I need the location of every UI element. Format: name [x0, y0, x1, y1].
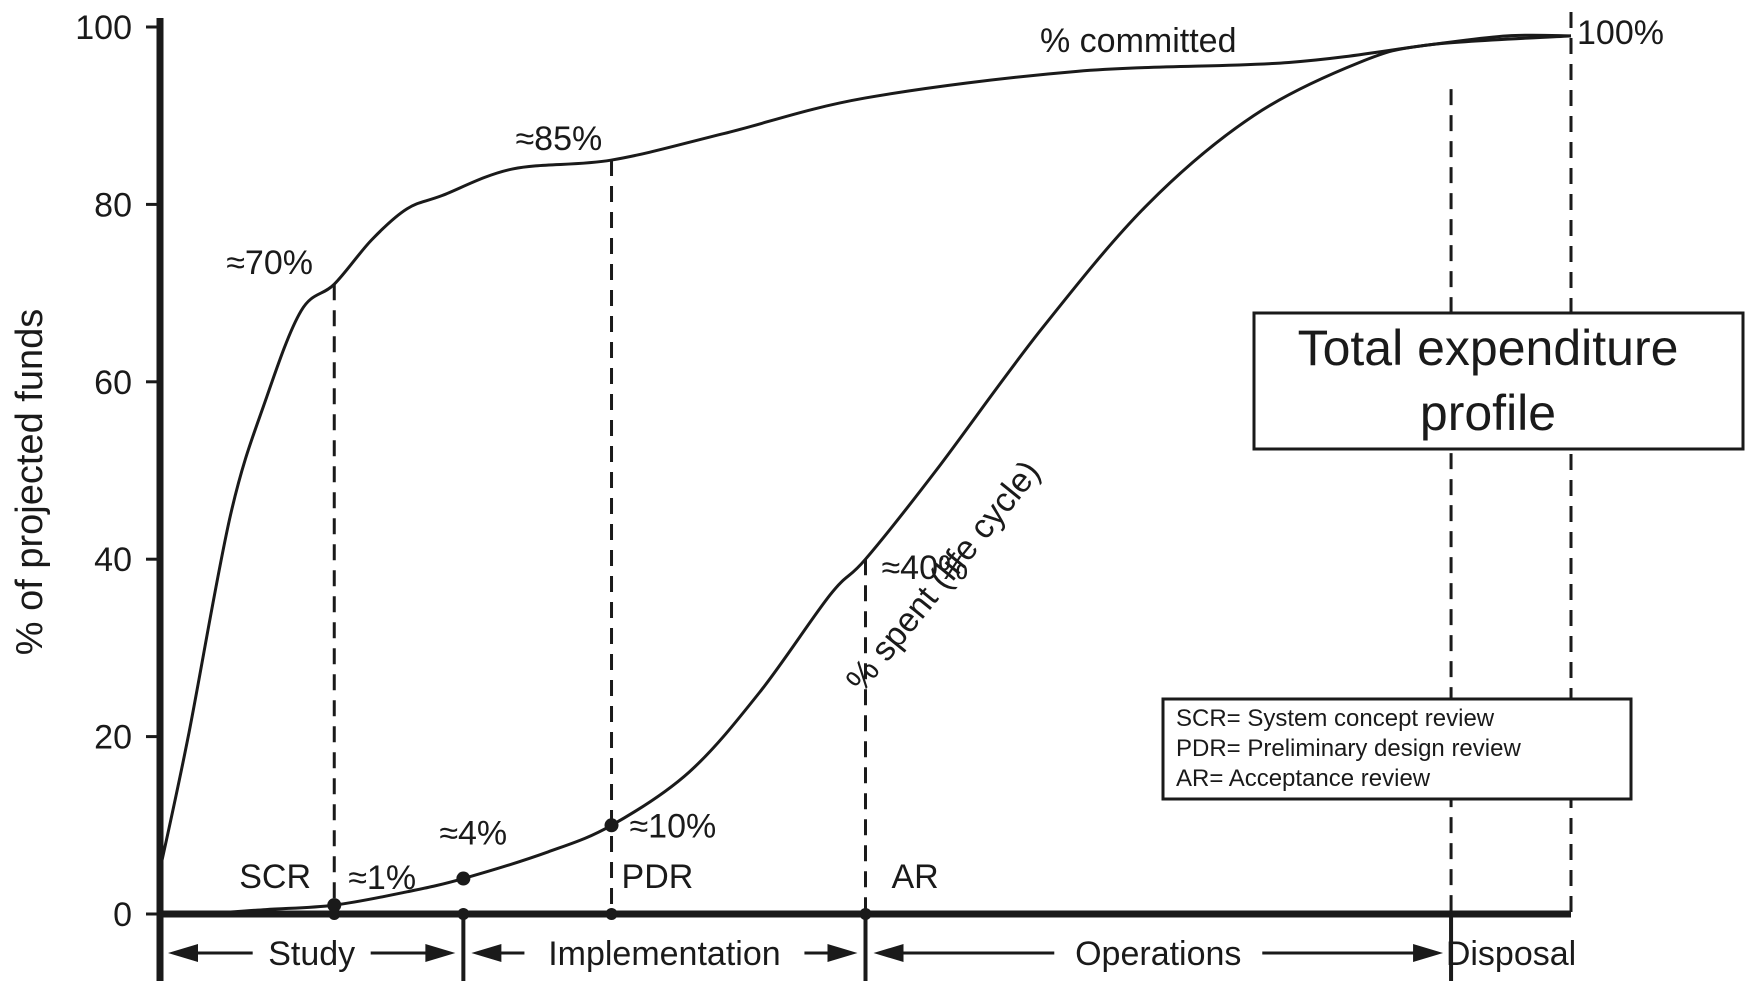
percent-annotation: ≈4% [439, 815, 507, 853]
legend-box: SCR= System concept review PDR= Prelimin… [1161, 697, 1633, 801]
percent-annotation: ≈85% [516, 120, 603, 158]
percent-annotation: ≈70% [226, 244, 313, 282]
legend-frame [1161, 697, 1633, 801]
phase-arrow-head [471, 944, 502, 962]
legend-entry-pdr: PDR= Preliminary design review [1176, 735, 1521, 762]
phase-label: Study [268, 935, 355, 973]
spent-marker-point [327, 898, 342, 913]
y-tick-label: 80 [94, 186, 132, 224]
percent-annotation: ≈10% [630, 807, 717, 845]
review-label: PDR [622, 858, 694, 896]
phase-arrow-head [1413, 944, 1444, 962]
y-tick-label: 20 [94, 719, 132, 757]
guide-lines [332, 12, 1573, 914]
phase-arrow-head [168, 944, 198, 962]
labels: % committed% spent (life cycle)≈70%≈85%1… [168, 14, 1664, 973]
axes: 0 20 40 60 80 100 [75, 9, 1571, 981]
y-axis-label: % of projected funds [9, 309, 51, 655]
legend-entry-scr: SCR= System concept review [1176, 705, 1495, 732]
title-box-frame [1252, 311, 1745, 451]
review-label: AR [892, 858, 939, 896]
committed-series-label: % committed [1040, 22, 1237, 60]
spent-marker-point [604, 818, 619, 833]
y-tick-label: 0 [113, 896, 132, 934]
phase-arrow-head [827, 944, 858, 962]
percent-annotation: ≈40% [882, 549, 969, 587]
committed-curve [158, 33, 1572, 870]
spent-marker-point [456, 871, 471, 886]
review-points [327, 818, 872, 920]
phase-label: Implementation [548, 935, 780, 973]
legend-entry-ar: AR= Acceptance review [1176, 765, 1431, 792]
title-box: Total expenditure profile [1252, 311, 1745, 451]
axis-marker-point [605, 908, 618, 920]
curves [158, 33, 1572, 916]
review-label: SCR [239, 858, 311, 896]
y-tick-label: 60 [94, 364, 132, 402]
percent-annotation: 100% [1577, 14, 1664, 52]
title-line-1: Total expenditure [1298, 320, 1679, 376]
axis-marker-point [859, 908, 872, 920]
phase-label: Operations [1075, 935, 1241, 973]
axis-marker-point [328, 908, 341, 920]
phase-arrow-head [425, 944, 456, 962]
axis-marker-point [457, 908, 470, 920]
y-tick-label: 100 [75, 9, 132, 47]
phase-label: Disposal [1446, 935, 1576, 973]
spent-curve [159, 34, 1572, 916]
phase-arrow-head [873, 944, 904, 962]
y-tick-label: 40 [94, 541, 132, 579]
percent-annotation: ≈1% [348, 859, 416, 897]
title-line-2: profile [1420, 385, 1556, 441]
